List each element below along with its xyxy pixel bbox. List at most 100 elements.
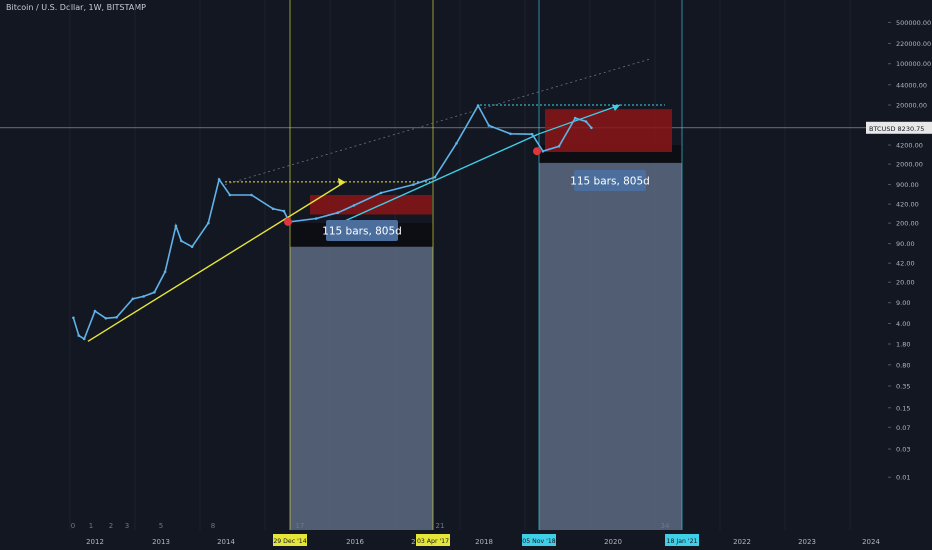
y-tick-label: 44000.00 bbox=[896, 81, 927, 89]
y-tick-label: 900.00 bbox=[896, 181, 919, 189]
date-label-bg bbox=[416, 534, 450, 546]
price-point bbox=[228, 193, 232, 197]
price-point bbox=[476, 104, 480, 107]
price-point bbox=[82, 337, 86, 341]
y-axis: 500000.00 220000.00 100000.00 44000.00 20000… bbox=[866, 0, 932, 550]
y-tick-label: 0.80 bbox=[896, 361, 910, 369]
x-tick-label: 2024 bbox=[862, 538, 880, 546]
projection-zone-1 bbox=[290, 246, 433, 531]
y-tick-label: 0.01 bbox=[896, 474, 910, 482]
price-point bbox=[557, 145, 561, 148]
price-point bbox=[573, 116, 577, 120]
y-tick-label: 90.00 bbox=[896, 240, 915, 248]
red-zone-1 bbox=[310, 194, 432, 215]
price-point bbox=[379, 191, 383, 195]
wave-label: 2 bbox=[109, 522, 113, 530]
y-tick-label: 42.00 bbox=[896, 260, 915, 268]
y-axis-bg bbox=[888, 0, 932, 550]
x-tick-label: 2020 bbox=[604, 538, 622, 546]
yellow-trend-line bbox=[87, 181, 346, 342]
price-point bbox=[115, 316, 118, 319]
price-point bbox=[352, 204, 356, 207]
x-tick-label: 2014 bbox=[217, 538, 235, 546]
y-tick-label: 0.03 bbox=[896, 446, 910, 454]
price-point bbox=[93, 309, 97, 313]
measure-label-bg bbox=[574, 170, 646, 191]
trend-lines bbox=[87, 58, 665, 342]
date-label-bg bbox=[522, 534, 556, 546]
measure-label: 115 bars, 805d bbox=[322, 226, 402, 238]
price-point bbox=[314, 217, 318, 220]
y-tick-label: 4200.00 bbox=[896, 142, 923, 150]
y-tick-label: 1.80 bbox=[896, 341, 910, 349]
price-point bbox=[412, 183, 415, 186]
y-tick-label: 20000.00 bbox=[896, 102, 927, 110]
price-tag-bg bbox=[866, 121, 932, 134]
price-series bbox=[72, 103, 593, 341]
price-point bbox=[180, 239, 183, 243]
wave-label: 5 bbox=[159, 522, 163, 530]
wave-label: 8 bbox=[211, 522, 215, 530]
y-tick-label: 4.00 bbox=[896, 320, 910, 328]
x-tick-label: 2022 bbox=[733, 538, 751, 546]
price-point bbox=[584, 120, 588, 123]
date-label: 05 Nov '18 bbox=[522, 538, 556, 545]
price-point bbox=[153, 291, 156, 294]
bottom-marker-1 bbox=[284, 217, 292, 226]
wave-label: 1 bbox=[89, 522, 93, 530]
x-tick-label: 2018 bbox=[475, 538, 493, 546]
x-tick-label: 2012 bbox=[86, 538, 104, 546]
cycle-lines bbox=[289, 0, 683, 530]
cyan-arrowhead bbox=[612, 105, 620, 111]
price-point bbox=[174, 224, 178, 228]
y-tick-label: 2000.00 bbox=[896, 161, 923, 169]
y-tick-label: 9.00 bbox=[896, 299, 910, 307]
price-point bbox=[487, 124, 491, 127]
annotations: 115 bars, 805d 115 bars, 805d 0 1 2 3 5 8 17 21 34 bbox=[71, 170, 670, 530]
measure-label: 115 bars, 805d bbox=[570, 176, 650, 188]
projection-zone-2 bbox=[539, 162, 682, 530]
price-point bbox=[142, 295, 145, 298]
price-line bbox=[72, 103, 593, 341]
price-point bbox=[455, 142, 458, 145]
price-point bbox=[336, 211, 340, 214]
date-label: 03 Apr '17 bbox=[417, 538, 449, 545]
price-point bbox=[163, 270, 167, 274]
chart-title: Bitcoin / U.S. Dollar, 1W, BITSTAMP bbox=[6, 3, 146, 12]
price-point bbox=[530, 132, 534, 136]
y-tick-label: 500000.00 bbox=[896, 19, 931, 27]
price-point bbox=[77, 334, 81, 337]
date-label-bg bbox=[273, 534, 307, 546]
x-tick-label: 2013 bbox=[152, 538, 170, 546]
grid bbox=[0, 0, 916, 530]
y-tick-label: 0.07 bbox=[896, 424, 910, 432]
price-point bbox=[509, 132, 512, 136]
price-point bbox=[282, 209, 286, 213]
price-point bbox=[217, 178, 221, 181]
wave-label: 34 bbox=[661, 522, 670, 530]
upper-channel-line bbox=[224, 58, 651, 185]
y-tick-label: 0.15 bbox=[896, 404, 910, 412]
x-tick-label: 2023 bbox=[798, 538, 816, 546]
y-tick-label: 220000.00 bbox=[896, 40, 931, 48]
y-tick-label: 200.00 bbox=[896, 220, 919, 228]
price-point bbox=[207, 221, 210, 225]
y-tick-label: 100000.00 bbox=[896, 60, 931, 68]
zones bbox=[290, 109, 682, 531]
cyan-trend-line bbox=[339, 133, 539, 224]
wave-label: 21 bbox=[436, 522, 445, 530]
date-label-bg bbox=[665, 534, 699, 546]
y-tick-label: 0.35 bbox=[896, 383, 910, 391]
y-tick-label: 20.00 bbox=[896, 279, 915, 287]
x-tick-label: 2016 bbox=[346, 538, 364, 546]
wave-label: 0 bbox=[71, 522, 75, 530]
price-point bbox=[190, 245, 194, 248]
x-axis-bg bbox=[0, 530, 932, 550]
bottom-marker-2 bbox=[533, 147, 541, 156]
date-label: 29 Dec '14 bbox=[273, 538, 306, 545]
price-tag: BTCUSD 8230.75 bbox=[869, 125, 924, 133]
price-point bbox=[72, 316, 75, 320]
y-tick-label: 420.00 bbox=[896, 201, 919, 209]
